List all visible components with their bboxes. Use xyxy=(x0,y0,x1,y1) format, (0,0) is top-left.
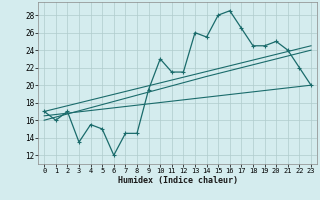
X-axis label: Humidex (Indice chaleur): Humidex (Indice chaleur) xyxy=(118,176,238,185)
